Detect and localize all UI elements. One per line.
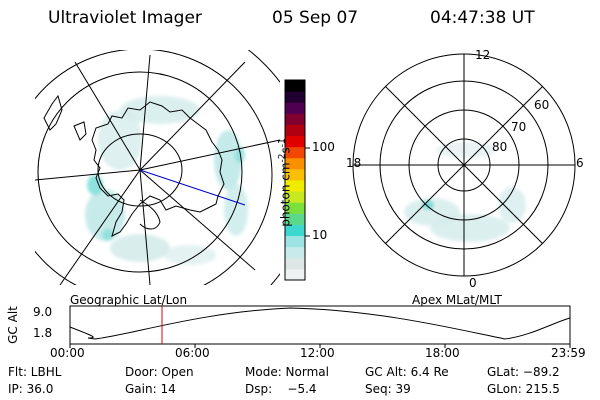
time-tick-0000: 00:00	[50, 346, 85, 360]
colorbar-segment	[285, 91, 305, 103]
colorbar-segment	[285, 235, 305, 248]
colorbar-segment	[285, 246, 305, 259]
altitude-ylabel: GC Alt	[5, 306, 20, 344]
instrument-title: Ultraviolet Imager	[48, 8, 202, 28]
mlt-label-12: 12	[475, 48, 491, 62]
altitude-curve	[69, 307, 571, 340]
info-seq: Seq: 39	[365, 382, 411, 396]
time-label: 04:47:38 UT	[430, 8, 535, 28]
colorbar-segment	[285, 146, 305, 159]
altitude-plot	[69, 305, 571, 348]
info-dsp: Dsp: −5.4	[245, 382, 317, 396]
time-tick-0600: 06:00	[175, 346, 210, 360]
lat-label-70: 70	[511, 120, 527, 134]
colorbar-segment	[285, 180, 305, 192]
apex-label: Apex MLat/MLT	[412, 293, 502, 307]
colorbar-unit-label: photon cm-2s-1	[277, 138, 293, 227]
mlt-label-6: 6	[576, 156, 584, 170]
geographic-map	[35, 50, 280, 285]
colorbar-segment	[285, 257, 305, 270]
altitude-ytick-high: 9.0	[33, 305, 53, 319]
colorbar-tick-10: 10	[312, 228, 328, 242]
continent-outline	[91, 101, 225, 237]
info-glat: GLat: −89.2	[487, 365, 560, 379]
geographic-label: Geographic Lat/Lon	[70, 293, 188, 307]
colorbar-segment	[285, 102, 305, 114]
info-mode: Mode: Normal	[245, 365, 329, 379]
colorbar	[285, 80, 305, 281]
time-tick-1800: 18:00	[425, 346, 460, 360]
colorbar-segment	[285, 224, 305, 237]
colorbar-segment	[285, 124, 305, 137]
time-tick-1200: 12:00	[300, 346, 335, 360]
colorbar-segment	[285, 268, 305, 281]
apex-polar-grid	[352, 53, 576, 277]
colorbar-segment	[285, 202, 305, 214]
date-label: 05 Sep 07	[272, 8, 359, 28]
lat-label-80: 80	[492, 140, 508, 154]
sun-direction-line	[139, 169, 246, 206]
time-tick-2359: 23:59	[551, 346, 586, 360]
altitude-ytick-low: 1.8	[33, 326, 53, 340]
info-flt: Flt: LBHL	[8, 365, 62, 379]
colorbar-segment	[285, 168, 305, 181]
colorbar-segment	[285, 113, 305, 125]
info-glon: GLon: 215.5	[487, 382, 560, 396]
colorbar-segment	[285, 135, 305, 148]
aurora-emission-right	[404, 142, 526, 242]
info-ip: IP: 36.0	[8, 382, 54, 396]
colorbar-tick-100: 100	[312, 140, 335, 154]
colorbar-segment	[285, 213, 305, 225]
info-gc-alt: GC Alt: 6.4 Re	[365, 365, 449, 379]
mlt-label-0: 0	[469, 276, 477, 290]
colorbar-segment	[285, 191, 305, 203]
lat-label-60: 60	[534, 98, 550, 112]
info-gain: Gain: 14	[125, 382, 176, 396]
info-door: Door: Open	[125, 365, 194, 379]
colorbar-segment	[285, 80, 305, 92]
colorbar-segment	[285, 157, 305, 170]
aurora-emission-left	[85, 96, 248, 265]
mlt-label-18: 18	[346, 156, 362, 170]
